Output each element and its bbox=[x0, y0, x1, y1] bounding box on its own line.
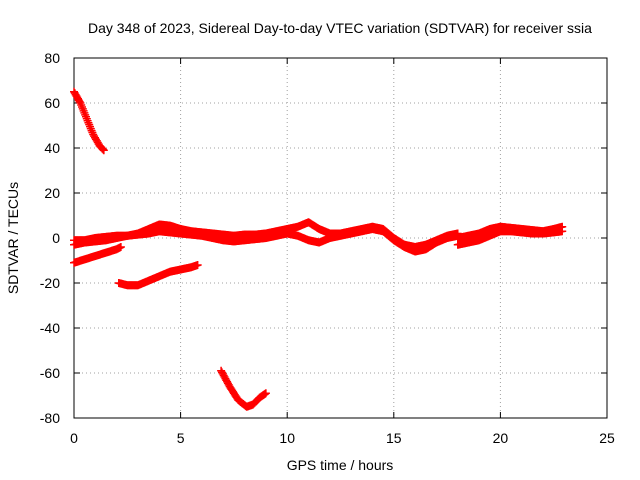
x-axis-label: GPS time / hours bbox=[287, 457, 394, 473]
y-tick-label: 40 bbox=[44, 140, 60, 156]
y-tick-label: -40 bbox=[40, 320, 60, 336]
y-tick-label: 20 bbox=[44, 185, 60, 201]
y-tick-label: -80 bbox=[40, 410, 60, 426]
chart-title: Day 348 of 2023, Sidereal Day-to-day VTE… bbox=[88, 20, 592, 36]
series-arc-4 bbox=[70, 227, 270, 246]
y-tick-label: -60 bbox=[40, 365, 60, 381]
x-tick-label: 25 bbox=[599, 430, 615, 446]
x-tick-label: 10 bbox=[279, 430, 295, 446]
data-point bbox=[99, 146, 108, 155]
series-arc-10 bbox=[453, 227, 567, 249]
axis-ticks: 0 5 10 15 20 25 -80 -60 -40 -20 0 20 40 60 80 bbox=[40, 50, 615, 446]
data-points bbox=[70, 87, 567, 411]
y-axis-label: SDTVAR / TECUs bbox=[5, 182, 21, 294]
data-point bbox=[261, 389, 270, 398]
y-tick-label: 80 bbox=[44, 50, 60, 66]
x-tick-label: 15 bbox=[386, 430, 402, 446]
y-tick-label: 0 bbox=[52, 230, 60, 246]
data-point bbox=[98, 144, 107, 153]
series-arc-5 bbox=[114, 261, 202, 290]
grid-lines bbox=[74, 58, 607, 418]
series-arc-1 bbox=[70, 87, 108, 155]
x-tick-label: 5 bbox=[177, 430, 185, 446]
x-tick-label: 0 bbox=[70, 430, 78, 446]
data-point bbox=[193, 261, 202, 269]
data-point bbox=[116, 243, 125, 251]
series-arc-2 bbox=[70, 243, 125, 267]
y-tick-label: -20 bbox=[40, 275, 60, 291]
x-tick-label: 20 bbox=[493, 430, 509, 446]
y-tick-label: 60 bbox=[44, 95, 60, 111]
series-arc-8 bbox=[261, 225, 462, 256]
data-point bbox=[558, 227, 567, 236]
series-arc-6 bbox=[217, 366, 270, 411]
data-point bbox=[98, 145, 107, 154]
